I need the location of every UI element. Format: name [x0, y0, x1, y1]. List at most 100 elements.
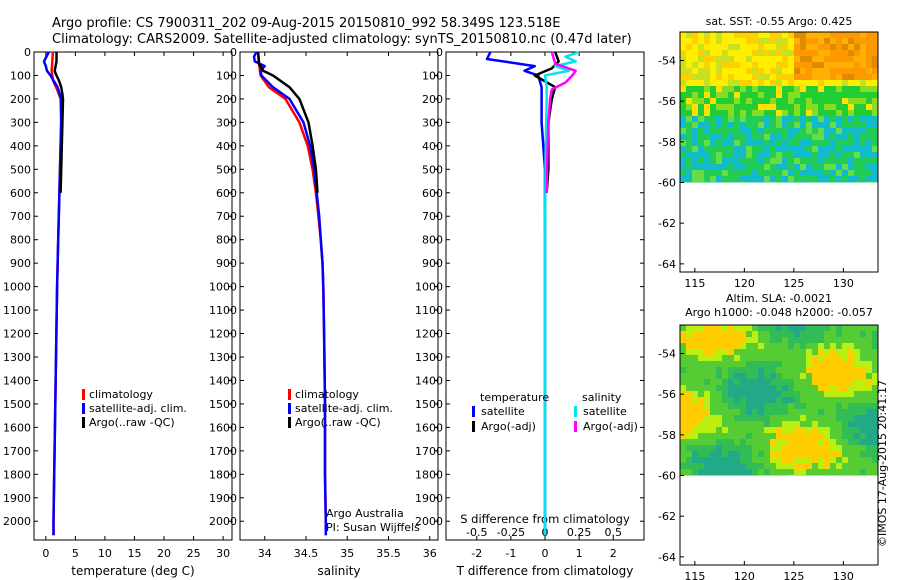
- heatmap-cell: [824, 379, 830, 385]
- heatmap-cell: [692, 140, 698, 146]
- heatmap-cell: [746, 469, 752, 475]
- heatmap-cell: [734, 104, 740, 110]
- heatmap-cell: [722, 134, 728, 140]
- heatmap-cell: [776, 44, 782, 50]
- heatmap-cell: [788, 475, 794, 476]
- heatmap-cell: [782, 140, 788, 146]
- heatmap-cell: [692, 176, 698, 182]
- s-tick-label: -0.5: [466, 526, 487, 539]
- heatmap-cell: [854, 164, 860, 170]
- heatmap-cell: [734, 475, 740, 476]
- heatmap-cell: [686, 469, 692, 475]
- heatmap-cell: [866, 433, 872, 439]
- heatmap-cell: [704, 122, 710, 128]
- heatmap-cell: [824, 349, 830, 355]
- series-line-1: [252, 51, 328, 536]
- heatmap-cell: [830, 451, 836, 457]
- heatmap-cell: [710, 385, 716, 391]
- heatmap-cell: [812, 379, 818, 385]
- heatmap-cell: [746, 343, 752, 349]
- heatmap-cell: [872, 367, 878, 373]
- y-tick-label: 1500: [415, 398, 443, 411]
- heatmap-cell: [836, 170, 842, 176]
- heatmap-cell: [722, 158, 728, 164]
- heatmap-cell: [800, 385, 806, 391]
- heatmap-cell: [818, 164, 824, 170]
- heatmap-cell: [782, 182, 788, 183]
- heatmap-cell: [800, 451, 806, 457]
- heatmap-cell: [794, 445, 800, 451]
- heatmap-cell: [692, 379, 698, 385]
- heatmap-cell: [866, 116, 872, 122]
- heatmap-cell: [848, 403, 854, 409]
- heatmap-cell: [770, 98, 776, 104]
- heatmap-cell: [788, 128, 794, 134]
- heatmap-cell: [740, 415, 746, 421]
- heatmap-cell: [740, 361, 746, 367]
- heatmap-cell: [872, 439, 878, 445]
- heatmap-cell: [830, 391, 836, 397]
- heatmap-cell: [728, 457, 734, 463]
- heatmap-cell: [842, 397, 848, 403]
- heatmap-cell: [806, 122, 812, 128]
- heatmap-cell: [794, 415, 800, 421]
- heatmap-cell: [716, 403, 722, 409]
- heatmap-cell: [824, 152, 830, 158]
- heatmap-cell: [794, 349, 800, 355]
- heatmap-cell: [722, 433, 728, 439]
- heatmap-cell: [686, 403, 692, 409]
- heatmap-cell: [752, 361, 758, 367]
- heatmap-cell: [830, 182, 836, 183]
- heatmap-cell: [764, 361, 770, 367]
- heatmap-cell: [716, 158, 722, 164]
- heatmap-cell: [812, 463, 818, 469]
- heatmap-cell: [824, 469, 830, 475]
- heatmap-cell: [728, 421, 734, 427]
- heatmap-cell: [758, 385, 764, 391]
- heatmap-cell: [872, 74, 878, 80]
- y-tick-label: 100: [422, 69, 443, 82]
- heatmap-cell: [704, 32, 710, 38]
- heatmap-cell: [698, 463, 704, 469]
- heatmap-cell: [698, 104, 704, 110]
- difference-panel: 0100200300400500600700800900100011001200…: [415, 46, 645, 578]
- heatmap-cell: [800, 32, 806, 38]
- heatmap-cell: [872, 469, 878, 475]
- heatmap-cell: [848, 379, 854, 385]
- heatmap-cell: [806, 134, 812, 140]
- heatmap-cell: [746, 457, 752, 463]
- heatmap-cell: [686, 325, 692, 331]
- heatmap-cell: [842, 128, 848, 134]
- heatmap-cell: [764, 122, 770, 128]
- heatmap-cell: [704, 403, 710, 409]
- heatmap-cell: [848, 152, 854, 158]
- heatmap-cell: [788, 98, 794, 104]
- heatmap-cell: [812, 427, 818, 433]
- heatmap-cell: [794, 397, 800, 403]
- heatmap-cell: [776, 391, 782, 397]
- heatmap-cell: [722, 439, 728, 445]
- heatmap-cell: [710, 421, 716, 427]
- heatmap-cell: [740, 409, 746, 415]
- heatmap-cell: [824, 86, 830, 92]
- y-tick-label: 1500: [209, 398, 237, 411]
- heatmap-cell: [722, 373, 728, 379]
- heatmap-cell: [806, 80, 812, 86]
- heatmap-cell: [824, 62, 830, 68]
- heatmap-cell: [782, 397, 788, 403]
- heatmap-cell: [788, 379, 794, 385]
- heatmap-cell: [734, 128, 740, 134]
- heatmap-cell: [854, 122, 860, 128]
- y-tick-label: 1800: [3, 468, 31, 481]
- heatmap-cell: [722, 50, 728, 56]
- heatmap-cell: [776, 373, 782, 379]
- heatmap-cell: [776, 427, 782, 433]
- y-tick-label: 300: [10, 116, 31, 129]
- heatmap-cell: [740, 403, 746, 409]
- heatmap-cell: [734, 44, 740, 50]
- heatmap-cell: [854, 355, 860, 361]
- heatmap-cell: [836, 421, 842, 427]
- heatmap-cell: [758, 439, 764, 445]
- heatmap-cell: [710, 397, 716, 403]
- heatmap-cell: [770, 122, 776, 128]
